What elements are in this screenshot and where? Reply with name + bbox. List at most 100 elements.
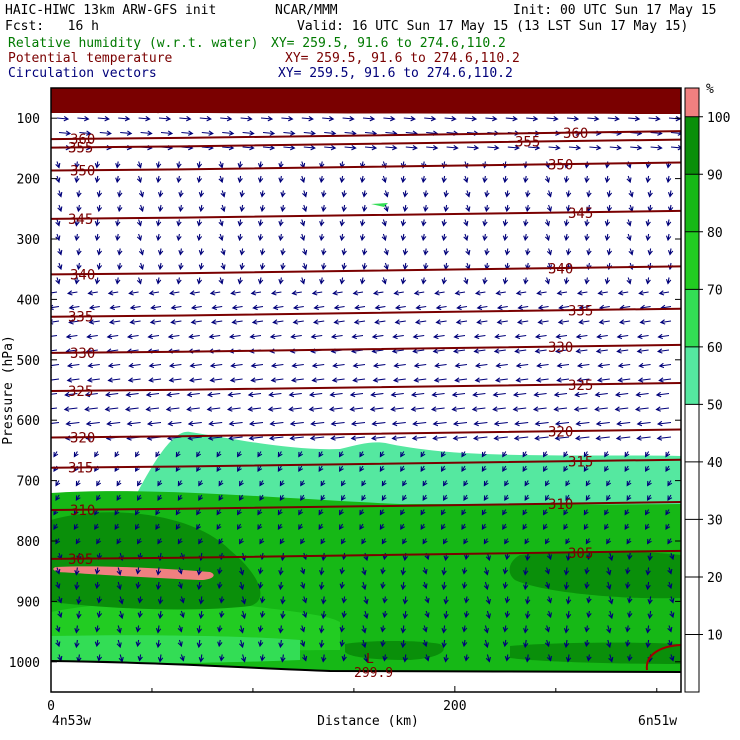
wind-vector bbox=[504, 204, 511, 213]
wind-vector bbox=[645, 233, 651, 242]
wind-vector bbox=[158, 115, 172, 122]
wind-vector bbox=[647, 494, 652, 501]
wind-vector bbox=[65, 420, 80, 427]
wind-vector bbox=[400, 219, 407, 227]
wind-vector bbox=[504, 654, 511, 662]
wind-vector bbox=[512, 406, 527, 412]
wind-vector bbox=[482, 175, 488, 184]
wind-vector bbox=[583, 451, 589, 458]
wind-vector bbox=[168, 377, 182, 383]
wind-vector bbox=[76, 204, 82, 213]
wind-vector bbox=[178, 190, 184, 198]
wind-vector bbox=[435, 319, 447, 325]
y-tick-label: 100 bbox=[17, 112, 40, 127]
wind-vector bbox=[291, 290, 302, 296]
wind-vector bbox=[179, 115, 192, 122]
wind-vector bbox=[270, 377, 284, 383]
wind-vector bbox=[249, 333, 262, 340]
wind-vector bbox=[129, 304, 141, 311]
wind-vector bbox=[280, 248, 286, 256]
wind-vector bbox=[129, 319, 141, 325]
wind-vector bbox=[568, 144, 582, 151]
wind-vector bbox=[300, 639, 306, 648]
isentrope-label: 305 bbox=[68, 552, 93, 568]
wind-vector bbox=[515, 290, 527, 296]
wind-vector bbox=[74, 219, 80, 227]
wind-vector bbox=[553, 391, 568, 398]
wind-vector bbox=[372, 362, 386, 369]
wind-vector bbox=[492, 391, 506, 398]
wind-vector bbox=[339, 639, 345, 648]
wind-vector bbox=[280, 262, 286, 271]
wind-vector bbox=[513, 435, 529, 441]
wind-vector bbox=[75, 480, 81, 487]
wind-vector bbox=[566, 115, 580, 122]
wind-vector bbox=[537, 319, 549, 325]
wind-vector bbox=[106, 333, 119, 340]
wind-vector bbox=[310, 333, 323, 340]
wind-vector bbox=[178, 204, 184, 213]
wind-vector bbox=[262, 130, 276, 136]
wind-vector bbox=[374, 319, 386, 325]
wind-vector bbox=[321, 610, 327, 620]
wind-vector bbox=[361, 567, 367, 576]
wind-vector bbox=[586, 552, 592, 561]
wind-vector bbox=[548, 144, 561, 151]
wind-vector bbox=[77, 115, 90, 122]
wind-vector bbox=[189, 362, 202, 369]
wind-vector bbox=[451, 391, 466, 398]
wind-vector bbox=[196, 451, 202, 458]
wind-vector bbox=[140, 130, 153, 136]
wind-vector bbox=[472, 435, 488, 441]
wind-vector bbox=[55, 581, 61, 590]
wind-vector bbox=[76, 190, 82, 198]
wind-vector bbox=[645, 277, 651, 285]
wind-vector bbox=[669, 654, 675, 662]
wind-vector bbox=[584, 581, 590, 590]
wind-vector bbox=[517, 304, 529, 311]
wind-vector bbox=[104, 406, 119, 412]
colorbar-band bbox=[685, 116, 699, 175]
wind-vector bbox=[369, 406, 384, 412]
circulation-vectors bbox=[51, 115, 681, 663]
wind-vector bbox=[339, 465, 344, 472]
wind-vector bbox=[604, 465, 610, 472]
wind-vector bbox=[400, 233, 407, 242]
wind-vector bbox=[402, 654, 408, 663]
wind-vector bbox=[413, 290, 425, 296]
wind-vector bbox=[556, 290, 568, 296]
wind-vector bbox=[259, 248, 266, 256]
wind-vector bbox=[392, 377, 406, 383]
wind-vector bbox=[522, 465, 528, 472]
wind-vector bbox=[198, 494, 204, 501]
wind-vector bbox=[638, 290, 649, 296]
wind-vector bbox=[176, 219, 182, 227]
wind-vector bbox=[107, 377, 121, 383]
field-xy-rh: XY= 259.5, 91.6 to 274.6,110.2 bbox=[271, 36, 506, 51]
wind-vector bbox=[257, 639, 264, 648]
wind-vector bbox=[107, 290, 119, 296]
wind-vector bbox=[309, 435, 325, 441]
wind-vector bbox=[441, 625, 447, 634]
wind-vector bbox=[645, 625, 651, 634]
wind-vector bbox=[543, 451, 548, 458]
wind-vector bbox=[311, 290, 323, 296]
wind-vector bbox=[496, 319, 508, 325]
wind-vector bbox=[533, 391, 547, 398]
wind-vector bbox=[597, 362, 610, 369]
y-tick-label: 600 bbox=[17, 414, 40, 429]
wind-vector bbox=[563, 581, 570, 591]
isentrope-label: 340 bbox=[548, 261, 573, 277]
wind-vector bbox=[324, 144, 337, 151]
wind-vector bbox=[563, 625, 570, 634]
wind-vector bbox=[536, 362, 549, 369]
wind-vector bbox=[217, 581, 223, 590]
wind-vector bbox=[239, 262, 245, 271]
wind-vector bbox=[280, 654, 286, 663]
wind-vector bbox=[209, 377, 223, 383]
wind-vector bbox=[137, 596, 143, 604]
wind-vector bbox=[645, 639, 651, 649]
wind-vector bbox=[66, 290, 78, 296]
wind-vector bbox=[546, 610, 552, 619]
wind-vector bbox=[196, 567, 202, 576]
